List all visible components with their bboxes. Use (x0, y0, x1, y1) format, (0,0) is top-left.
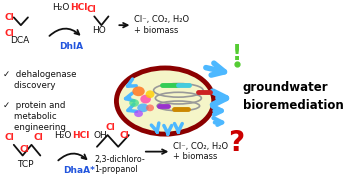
Text: DhlA: DhlA (59, 43, 83, 51)
Text: Cl: Cl (5, 29, 15, 38)
Text: HCl: HCl (70, 3, 88, 12)
Text: ✓  protein and
    metabolic
    engineering: ✓ protein and metabolic engineering (3, 101, 66, 132)
Text: H₂O: H₂O (55, 131, 72, 140)
Ellipse shape (145, 90, 154, 98)
Text: HCl: HCl (72, 131, 90, 140)
Text: Cl⁻, CO₂, H₂O
+ biomass: Cl⁻, CO₂, H₂O + biomass (134, 15, 189, 35)
Text: Cl: Cl (19, 145, 29, 154)
Ellipse shape (140, 95, 151, 103)
Text: 2,3-dichloro-
1-propanol: 2,3-dichloro- 1-propanol (94, 155, 145, 174)
Text: HO: HO (92, 26, 106, 35)
Text: Cl: Cl (120, 131, 130, 140)
Text: groundwater
bioremediation: groundwater bioremediation (243, 81, 344, 112)
Text: Cl: Cl (5, 13, 15, 22)
Ellipse shape (137, 103, 149, 112)
Text: Cl: Cl (106, 123, 115, 132)
Text: ✓  dehalogenase
    discovery: ✓ dehalogenase discovery (3, 70, 77, 90)
Text: TCP: TCP (17, 160, 34, 169)
Ellipse shape (129, 99, 139, 107)
Ellipse shape (134, 110, 143, 117)
Ellipse shape (132, 86, 145, 96)
Ellipse shape (116, 68, 214, 134)
Ellipse shape (146, 105, 154, 111)
Text: !: ! (232, 44, 242, 64)
Text: Cl: Cl (5, 133, 15, 142)
Text: Cl: Cl (33, 133, 43, 142)
Text: OH: OH (93, 131, 107, 140)
Text: H₂O: H₂O (52, 3, 69, 12)
Text: ?: ? (228, 129, 244, 157)
Text: Cl: Cl (86, 5, 96, 14)
Text: DCA: DCA (10, 36, 29, 45)
Text: DhaA*: DhaA* (63, 166, 95, 175)
Text: Cl⁻, CO₂, H₂O
+ biomass: Cl⁻, CO₂, H₂O + biomass (173, 142, 228, 161)
